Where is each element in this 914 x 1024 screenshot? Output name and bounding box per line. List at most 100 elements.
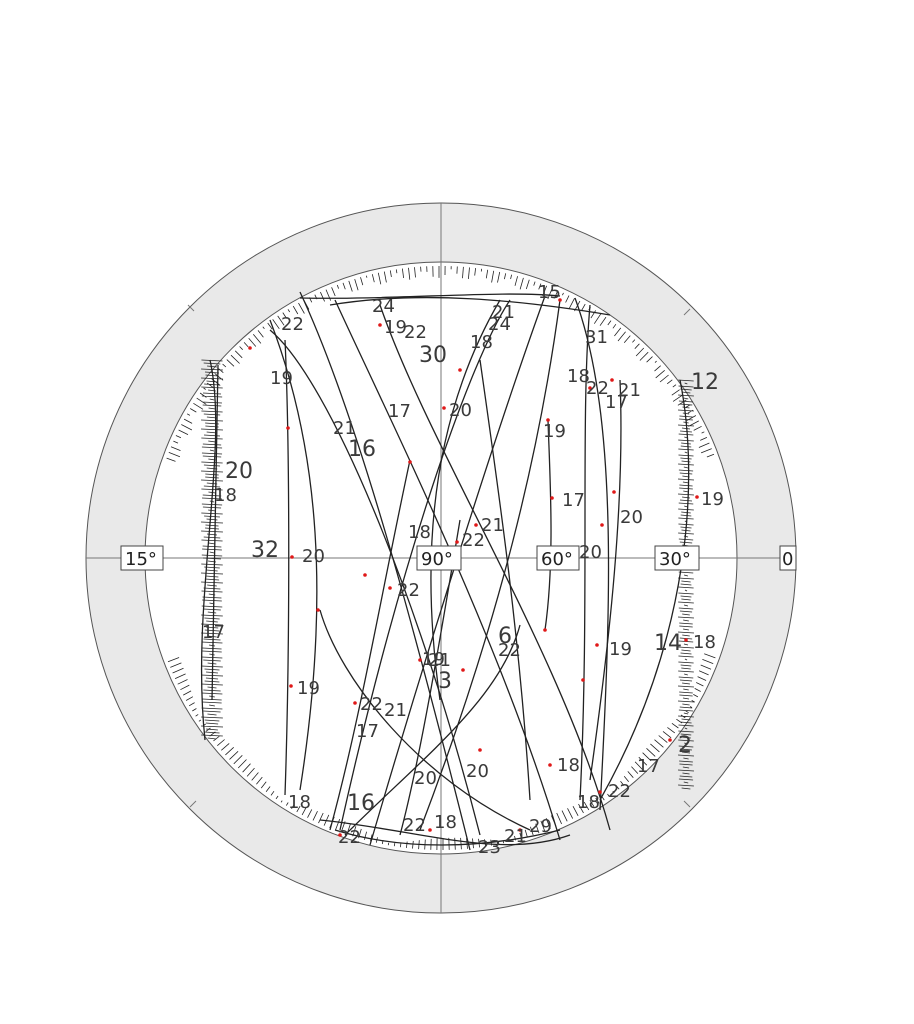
track-label: 16 — [348, 437, 376, 462]
track-label: 16 — [347, 791, 375, 816]
satellite-track — [284, 339, 290, 796]
satellite-point — [588, 386, 592, 390]
track-label: 21 — [384, 700, 407, 721]
track-label: 22 — [498, 640, 521, 661]
satellite-point — [428, 828, 432, 832]
track-label: 17 — [356, 721, 379, 742]
track-label: 22 — [586, 378, 609, 399]
track-label: 17 — [637, 756, 660, 777]
track-label: 18 — [567, 366, 590, 387]
track-label: 21 — [618, 380, 641, 401]
track-label: 17 — [605, 392, 628, 413]
satellite-point — [518, 828, 522, 832]
track-label: 21 — [333, 418, 356, 439]
satellite-point — [316, 608, 320, 612]
satellite-point — [378, 323, 382, 327]
satellite-point — [598, 790, 602, 794]
satellite-point — [461, 668, 465, 672]
track-label: 22 — [404, 322, 427, 343]
track-label: 22 — [360, 694, 383, 715]
satellite-point — [474, 523, 478, 527]
satellite-track — [344, 624, 521, 836]
track-label: 17 — [388, 401, 411, 422]
satellite-point — [600, 523, 604, 527]
track-label: 19 — [270, 368, 293, 389]
satellite-tracks — [166, 265, 716, 851]
track-label: 20 — [414, 768, 437, 789]
track-label: 19 — [609, 639, 632, 660]
satellite-track — [319, 609, 531, 831]
satellite-point — [548, 763, 552, 767]
track-label: 12 — [691, 370, 719, 395]
elevation-label-30-text: 30° — [659, 549, 691, 570]
satellite-track — [299, 293, 561, 299]
elevation-label-30: 30° — [654, 545, 700, 571]
track-label: 6 — [498, 624, 512, 649]
track-label: 18 — [434, 812, 457, 833]
track-label: 20 — [620, 507, 643, 528]
track-label: 18 — [214, 485, 237, 506]
track-label: 18 — [693, 632, 716, 653]
track-label: 2 — [678, 733, 692, 758]
satellite-point — [408, 460, 412, 464]
track-label: 17 — [562, 490, 585, 511]
satellite-point — [458, 368, 462, 372]
satellite-point — [610, 378, 614, 382]
satellite-track — [589, 379, 622, 781]
satellite-track — [479, 359, 531, 801]
satellite-point — [595, 643, 599, 647]
satellite-point — [612, 490, 616, 494]
track-label: 20 — [466, 761, 489, 782]
satellite-point — [478, 748, 482, 752]
satellite-track — [430, 299, 501, 701]
track-label: 19 — [701, 489, 724, 510]
track-label: 22 — [338, 827, 361, 848]
track-label: 24 — [372, 296, 395, 317]
satellite-track — [299, 291, 471, 851]
track-label: 19 — [422, 649, 445, 670]
satellite-track — [574, 297, 610, 811]
satellite-point — [543, 628, 547, 632]
satellite-point — [684, 638, 688, 642]
track-label: 18 — [470, 332, 493, 353]
satellite-point — [442, 406, 446, 410]
track-label: 17 — [202, 622, 225, 643]
satellite-point — [695, 495, 699, 499]
satellite-point — [668, 738, 672, 742]
track-label: 31 — [585, 327, 608, 348]
elevation-label-60: 60° — [536, 545, 580, 571]
elevation-labels: 15° 90° 60° 30° 0 — [120, 545, 797, 571]
satellite-points — [248, 298, 699, 837]
track-label: 15 — [538, 282, 561, 303]
satellite-point — [338, 833, 342, 837]
satellite-point — [388, 586, 392, 590]
elevation-label-15: 15° — [120, 545, 164, 571]
elevation-label-60-text: 60° — [541, 549, 573, 570]
track-label: 22 — [462, 530, 485, 551]
track-label: 14 — [654, 631, 682, 656]
satellite-track — [379, 304, 611, 831]
track-label: 19 — [543, 421, 566, 442]
track-label: 21 — [428, 650, 451, 671]
track-label: 32 — [251, 538, 279, 563]
track-label: 21 — [492, 302, 515, 323]
track-label: 22 — [608, 781, 631, 802]
satellite-point — [558, 298, 562, 302]
satellite-point — [290, 555, 294, 559]
track-label: 18 — [288, 792, 311, 813]
satellite-point — [581, 678, 585, 682]
satellite-track — [339, 299, 511, 831]
satellite-track — [334, 299, 561, 841]
track-label: 22 — [281, 314, 304, 335]
satellite-track — [544, 419, 552, 631]
track-label: 20 — [449, 400, 472, 421]
satellite-point — [546, 418, 550, 422]
track-label: 19 — [297, 678, 320, 699]
satellite-track — [319, 819, 571, 846]
track-label: 21 — [504, 826, 527, 847]
track-label: 24 — [488, 314, 511, 335]
elevation-label-15-text: 15° — [125, 549, 157, 570]
track-label: 30 — [419, 343, 447, 368]
